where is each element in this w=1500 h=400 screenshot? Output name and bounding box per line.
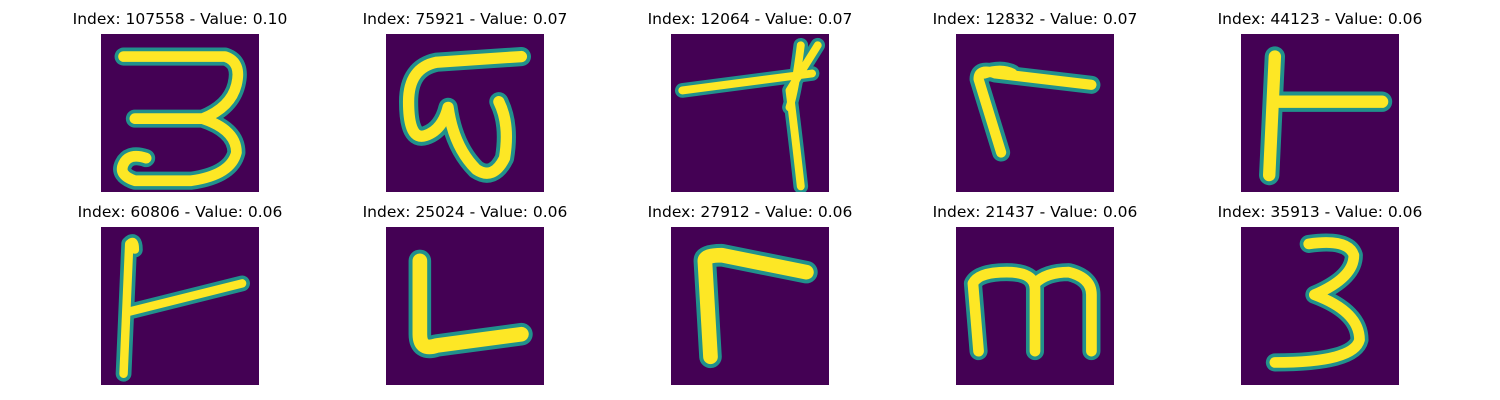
panel-title: Index: 12064 - Value: 0.07 bbox=[647, 10, 853, 28]
panel-title: Index: 25024 - Value: 0.06 bbox=[362, 203, 568, 221]
glyph-image bbox=[386, 34, 544, 192]
panel-title: Index: 75921 - Value: 0.07 bbox=[362, 10, 568, 28]
panel-6: Index: 60806 - Value: 0.06 bbox=[70, 193, 290, 385]
panel-5: Index: 44123 - Value: 0.06 bbox=[1210, 0, 1430, 192]
panel-title: Index: 44123 - Value: 0.06 bbox=[1217, 10, 1423, 28]
panel-10: Index: 35913 - Value: 0.06 bbox=[1210, 193, 1430, 385]
glyph-image bbox=[1241, 34, 1399, 192]
glyph-image bbox=[956, 34, 1114, 192]
glyph-image bbox=[956, 227, 1114, 385]
panel-title: Index: 60806 - Value: 0.06 bbox=[77, 203, 283, 221]
glyph-image bbox=[671, 34, 829, 192]
glyph-image bbox=[101, 34, 259, 192]
panel-8: Index: 27912 - Value: 0.06 bbox=[640, 193, 860, 385]
panel-title: Index: 12832 - Value: 0.07 bbox=[932, 10, 1138, 28]
panel-title: Index: 107558 - Value: 0.10 bbox=[72, 10, 288, 28]
panel-title: Index: 35913 - Value: 0.06 bbox=[1217, 203, 1423, 221]
panel-2: Index: 75921 - Value: 0.07 bbox=[355, 0, 575, 192]
panel-title: Index: 21437 - Value: 0.06 bbox=[932, 203, 1138, 221]
panel-title: Index: 27912 - Value: 0.06 bbox=[647, 203, 853, 221]
panel-3: Index: 12064 - Value: 0.07 bbox=[640, 0, 860, 192]
glyph-image bbox=[1241, 227, 1399, 385]
glyph-image bbox=[386, 227, 544, 385]
panel-7: Index: 25024 - Value: 0.06 bbox=[355, 193, 575, 385]
panel-1: Index: 107558 - Value: 0.10 bbox=[70, 0, 290, 192]
glyph-image bbox=[671, 227, 829, 385]
panel-4: Index: 12832 - Value: 0.07 bbox=[925, 0, 1145, 192]
glyph-image bbox=[101, 227, 259, 385]
panel-9: Index: 21437 - Value: 0.06 bbox=[925, 193, 1145, 385]
